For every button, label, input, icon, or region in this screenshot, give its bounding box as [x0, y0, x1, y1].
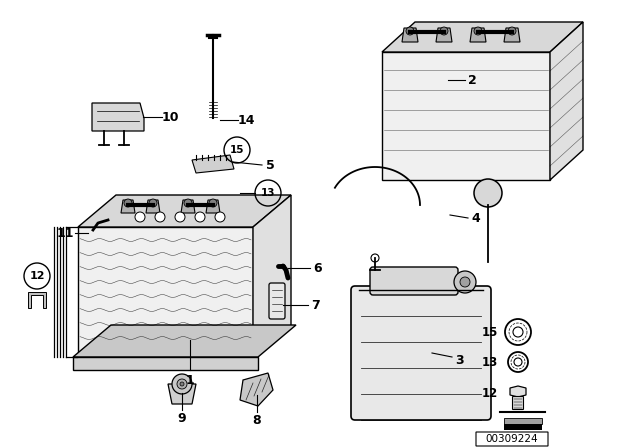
- Polygon shape: [28, 292, 46, 308]
- Circle shape: [195, 212, 205, 222]
- Text: 8: 8: [253, 414, 261, 426]
- Polygon shape: [240, 373, 273, 406]
- Polygon shape: [73, 325, 296, 357]
- Circle shape: [474, 27, 482, 35]
- Text: 00309224: 00309224: [486, 434, 538, 444]
- Text: 7: 7: [312, 298, 321, 311]
- Polygon shape: [73, 357, 258, 370]
- Circle shape: [460, 277, 470, 287]
- Text: 12: 12: [482, 387, 498, 400]
- Polygon shape: [504, 28, 520, 42]
- Text: 13: 13: [482, 356, 498, 369]
- Circle shape: [454, 271, 476, 293]
- Polygon shape: [253, 195, 291, 357]
- Circle shape: [177, 379, 187, 389]
- Circle shape: [124, 199, 132, 207]
- FancyBboxPatch shape: [351, 286, 491, 420]
- Circle shape: [474, 179, 502, 207]
- Circle shape: [149, 199, 157, 207]
- Polygon shape: [121, 200, 135, 213]
- Circle shape: [508, 27, 516, 35]
- Polygon shape: [504, 418, 542, 424]
- Polygon shape: [192, 155, 234, 173]
- Polygon shape: [146, 200, 160, 213]
- Text: 12: 12: [29, 271, 45, 281]
- Circle shape: [440, 27, 448, 35]
- Polygon shape: [92, 103, 144, 131]
- Polygon shape: [382, 22, 583, 52]
- Circle shape: [180, 382, 184, 386]
- Polygon shape: [78, 195, 291, 227]
- Text: 15: 15: [230, 145, 244, 155]
- Text: 4: 4: [472, 211, 481, 224]
- Circle shape: [172, 374, 192, 394]
- Polygon shape: [510, 386, 526, 397]
- FancyBboxPatch shape: [513, 396, 524, 409]
- Polygon shape: [206, 200, 220, 213]
- Polygon shape: [436, 28, 452, 42]
- Text: 2: 2: [468, 73, 476, 86]
- Polygon shape: [78, 227, 253, 357]
- Circle shape: [155, 212, 165, 222]
- Polygon shape: [402, 28, 418, 42]
- Polygon shape: [550, 22, 583, 180]
- Circle shape: [406, 27, 414, 35]
- Text: 6: 6: [314, 262, 323, 275]
- Text: 15: 15: [482, 326, 498, 339]
- Text: 14: 14: [237, 113, 255, 126]
- Text: 13: 13: [260, 188, 275, 198]
- Text: 9: 9: [178, 412, 186, 425]
- Circle shape: [209, 199, 217, 207]
- Circle shape: [135, 212, 145, 222]
- Circle shape: [184, 199, 192, 207]
- Text: 5: 5: [266, 159, 275, 172]
- Circle shape: [371, 254, 379, 262]
- Polygon shape: [470, 28, 486, 42]
- Circle shape: [175, 212, 185, 222]
- Polygon shape: [504, 424, 542, 430]
- FancyBboxPatch shape: [269, 283, 285, 319]
- Text: 1: 1: [186, 374, 195, 387]
- Polygon shape: [382, 52, 550, 180]
- Polygon shape: [168, 384, 196, 404]
- Text: 11: 11: [56, 227, 74, 240]
- Text: 3: 3: [456, 353, 464, 366]
- Text: 10: 10: [161, 111, 179, 124]
- Circle shape: [215, 212, 225, 222]
- Polygon shape: [181, 200, 195, 213]
- FancyBboxPatch shape: [370, 267, 458, 295]
